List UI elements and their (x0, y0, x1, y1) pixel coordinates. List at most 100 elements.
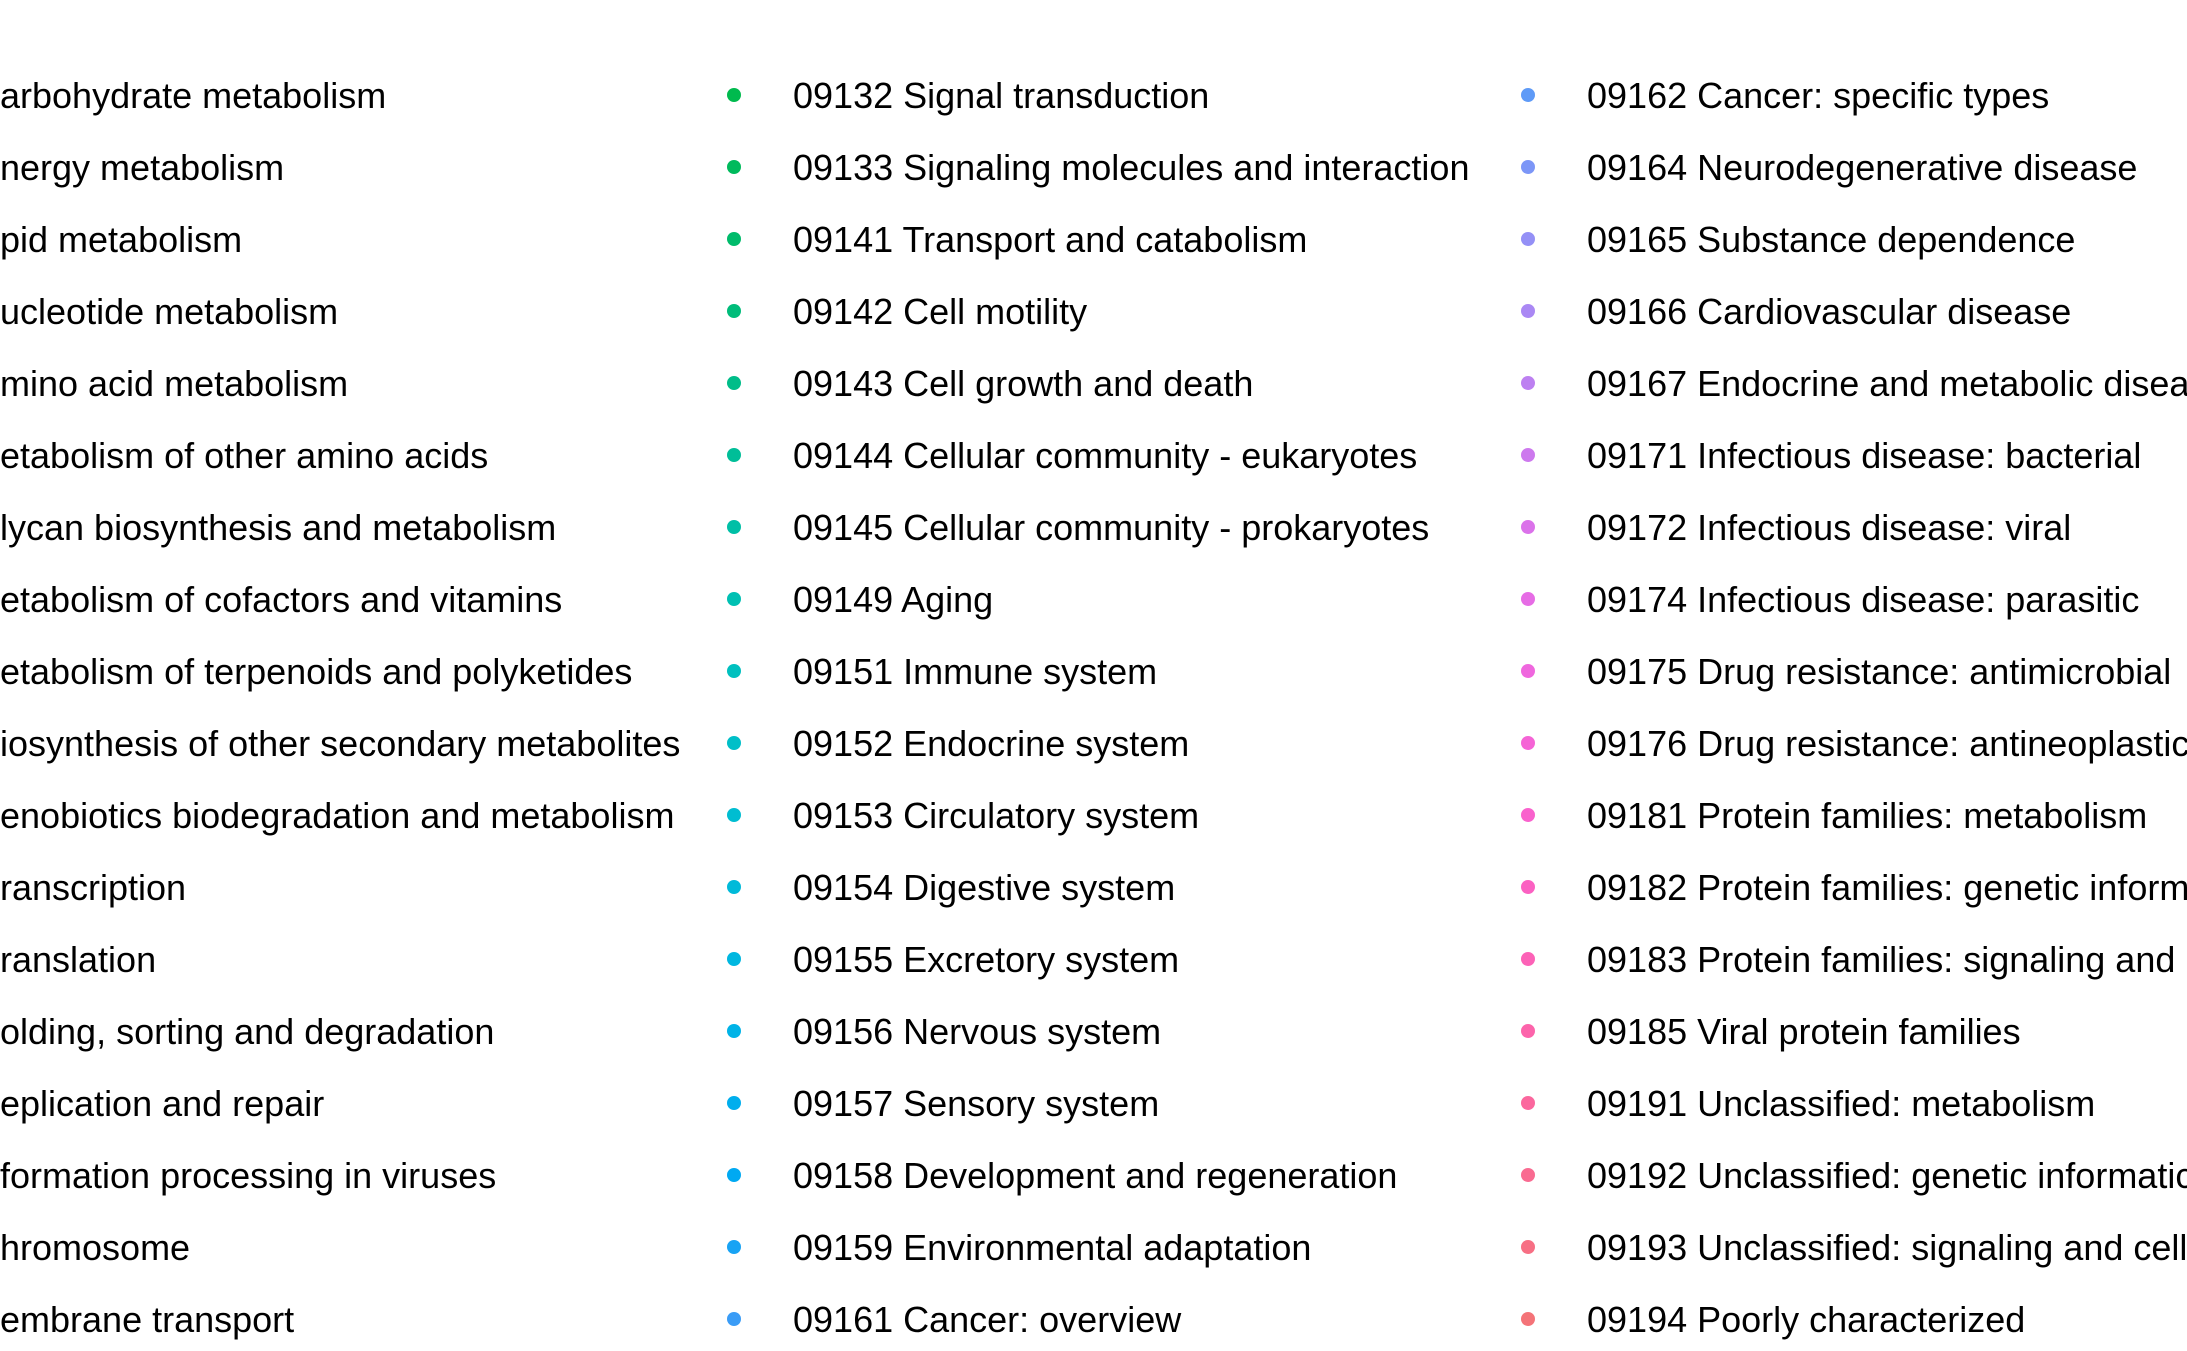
legend-label: 09175 Drug resistance: antimicrobial (1587, 651, 2172, 692)
legend-dot-icon (1521, 880, 1535, 894)
legend-item: lycan biosynthesis and metabolism (0, 494, 727, 566)
legend-dot-icon (1521, 232, 1535, 246)
legend-label: etabolism of cofactors and vitamins (0, 579, 563, 620)
legend-label: 09182 Protein families: genetic inform (1587, 867, 2187, 908)
legend-item: iosynthesis of other secondary metabolit… (0, 710, 727, 782)
legend-item: etabolism of cofactors and vitamins (0, 566, 727, 638)
legend-label: 09156 Nervous system (793, 1011, 1162, 1052)
legend-item: 09132 Signal transduction (727, 62, 1517, 134)
legend-label: 09133 Signaling molecules and interactio… (793, 147, 1470, 188)
legend-label: 09154 Digestive system (793, 867, 1176, 908)
legend-label: 09194 Poorly characterized (1587, 1299, 2026, 1340)
legend-label: 09185 Viral protein families (1587, 1011, 2021, 1052)
legend-item: 09161 Cancer: overview (727, 1286, 1517, 1351)
legend-item: 09155 Excretory system (727, 926, 1517, 998)
legend-item: 09157 Sensory system (727, 1070, 1517, 1142)
legend-item: 09145 Cellular community - prokaryotes (727, 494, 1517, 566)
legend-label: 09183 Protein families: signaling and (1587, 939, 2176, 980)
legend-dot-icon (1521, 1168, 1535, 1182)
legend-label: 09174 Infectious disease: parasitic (1587, 579, 2140, 620)
legend-label: 09164 Neurodegenerative disease (1587, 147, 2138, 188)
legend-dot-icon (727, 808, 741, 822)
legend-item: 09159 Environmental adaptation (727, 1214, 1517, 1286)
legend-dot-icon (1521, 376, 1535, 390)
legend-dot-icon (727, 448, 741, 462)
legend-label: 09171 Infectious disease: bacterial (1587, 435, 2142, 476)
legend-item: 09171 Infectious disease: bacterial (1517, 422, 2187, 494)
legend-dot-icon (727, 952, 741, 966)
legend-dot-icon (1521, 952, 1535, 966)
legend-item: 09185 Viral protein families (1517, 998, 2187, 1070)
legend-item: 09164 Neurodegenerative disease (1517, 134, 2187, 206)
legend-label: 09161 Cancer: overview (793, 1299, 1182, 1340)
legend-item: nergy metabolism (0, 134, 727, 206)
legend-label: 09172 Infectious disease: viral (1587, 507, 2072, 548)
legend-label: 09176 Drug resistance: antineoplastic (1587, 723, 2187, 764)
legend-item: 09165 Substance dependence (1517, 206, 2187, 278)
legend-item: 09182 Protein families: genetic inform (1517, 854, 2187, 926)
legend-item: 09191 Unclassified: metabolism (1517, 1070, 2187, 1142)
legend-label: 09155 Excretory system (793, 939, 1180, 980)
legend-item: 09156 Nervous system (727, 998, 1517, 1070)
legend-item: 09172 Infectious disease: viral (1517, 494, 2187, 566)
legend-item: 09142 Cell motility (727, 278, 1517, 350)
legend-label: 09132 Signal transduction (793, 75, 1210, 116)
legend-dot-icon (1521, 592, 1535, 606)
legend-label: 09145 Cellular community - prokaryotes (793, 507, 1430, 548)
legend-item: enobiotics biodegradation and metabolism (0, 782, 727, 854)
legend-dot-icon (727, 520, 741, 534)
legend-dot-icon (727, 736, 741, 750)
legend-item: etabolism of terpenoids and polyketides (0, 638, 727, 710)
legend-item: formation processing in viruses (0, 1142, 727, 1214)
legend-dot-icon (727, 304, 741, 318)
legend-label: 09152 Endocrine system (793, 723, 1190, 764)
legend-label: nergy metabolism (0, 147, 285, 188)
legend-label: 09162 Cancer: specific types (1587, 75, 2050, 116)
legend-label: 09143 Cell growth and death (793, 363, 1254, 404)
legend-dot-icon (727, 664, 741, 678)
legend-item: 09151 Immune system (727, 638, 1517, 710)
legend-column-3: 09162 Cancer: specific types 09164 Neurod… (1517, 62, 2187, 1351)
legend-item: ranslation (0, 926, 727, 998)
legend-item: olding, sorting and degradation (0, 998, 727, 1070)
legend-dot-icon (1521, 520, 1535, 534)
legend-item: mino acid metabolism (0, 350, 727, 422)
legend-label: 09181 Protein families: metabolism (1587, 795, 2148, 836)
legend-label: olding, sorting and degradation (0, 1011, 495, 1052)
legend-column-2: 09132 Signal transduction 09133 Signaling… (727, 62, 1517, 1351)
legend-item: 09183 Protein families: signaling and (1517, 926, 2187, 998)
legend-label: lycan biosynthesis and metabolism (0, 507, 557, 548)
legend-item: 09174 Infectious disease: parasitic (1517, 566, 2187, 638)
legend-label: 09158 Development and regeneration (793, 1155, 1398, 1196)
legend-dot-icon (1521, 160, 1535, 174)
legend-item: 09162 Cancer: specific types (1517, 62, 2187, 134)
legend-dot-icon (1521, 1096, 1535, 1110)
legend-dot-icon (727, 1096, 741, 1110)
legend-column-1: arbohydrate metabolism nergy metabolism pi… (0, 62, 727, 1351)
legend-dot-icon (1521, 304, 1535, 318)
legend-item: etabolism of other amino acids (0, 422, 727, 494)
legend-item: 09193 Unclassified: signaling and cell (1517, 1214, 2187, 1286)
legend-item: 09181 Protein families: metabolism (1517, 782, 2187, 854)
legend-dot-icon (727, 1024, 741, 1038)
legend-label: 09144 Cellular community - eukaryotes (793, 435, 1418, 476)
legend-item: 09166 Cardiovascular disease (1517, 278, 2187, 350)
legend-label: 09167 Endocrine and metabolic disea (1587, 363, 2187, 404)
legend-item: 09153 Circulatory system (727, 782, 1517, 854)
legend-item: embrane transport (0, 1286, 727, 1351)
legend-dot-icon (1521, 808, 1535, 822)
legend-label: 09149 Aging (793, 579, 994, 620)
legend-item: 09141 Transport and catabolism (727, 206, 1517, 278)
legend-dot-icon (727, 592, 741, 606)
legend-item: 09158 Development and regeneration (727, 1142, 1517, 1214)
legend-item: 09154 Digestive system (727, 854, 1517, 926)
legend-dot-icon (727, 1312, 741, 1326)
legend-label: iosynthesis of other secondary metabolit… (0, 723, 681, 764)
legend-label: 09159 Environmental adaptation (793, 1227, 1312, 1268)
legend-dot-icon (1521, 1240, 1535, 1254)
legend-label: pid metabolism (0, 219, 243, 260)
legend-item: 09152 Endocrine system (727, 710, 1517, 782)
legend-label: ucleotide metabolism (0, 291, 339, 332)
legend-item: 09133 Signaling molecules and interactio… (727, 134, 1517, 206)
